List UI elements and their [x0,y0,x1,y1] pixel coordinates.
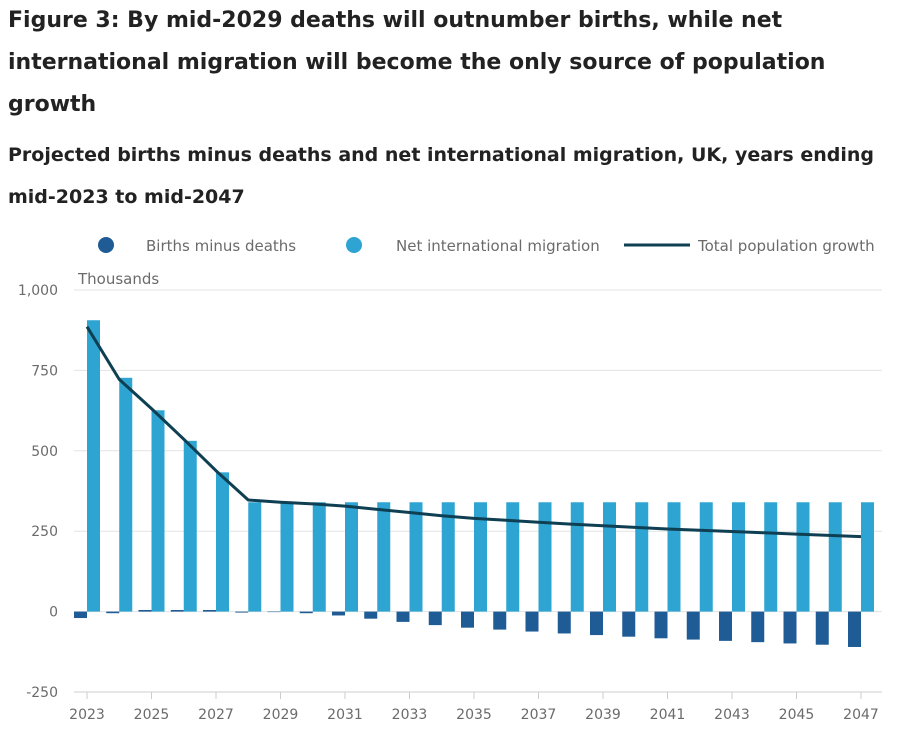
bar-births-minus-deaths-2044 [751,611,765,643]
bar-net-international-migration-2039 [603,502,616,612]
bar-net-international-migration-2023 [87,320,100,612]
bar-births-minus-deaths-2041 [654,611,668,639]
bar-births-minus-deaths-2025 [138,609,152,612]
bar-net-international-migration-2024 [119,377,133,612]
bar-net-international-migration-2042 [699,502,713,612]
x-tick-label: 2033 [392,707,428,723]
y-tick-label: 250 [31,524,58,540]
bar-births-minus-deaths-2032 [364,611,378,619]
bar-births-minus-deaths-2034 [428,611,442,626]
bar-births-minus-deaths-2026 [170,609,184,612]
bar-net-international-migration-2035 [474,502,487,612]
bar-births-minus-deaths-2033 [396,611,410,622]
bar-births-minus-deaths-2028 [235,611,249,613]
bar-net-international-migration-2029 [280,502,294,612]
y-tick-label: -250 [26,685,58,701]
bar-births-minus-deaths-2023 [74,611,87,619]
bar-births-minus-deaths-2029 [267,611,281,613]
line-total-population-growth [85,325,862,539]
legend-label-total-population-growth: Total population growth [697,237,875,255]
bar-net-international-migration-2037 [538,502,552,612]
bar-net-international-migration-2047 [861,502,874,612]
bar-births-minus-deaths-2024 [106,611,120,614]
x-tick-label: 2023 [69,707,105,723]
bar-births-minus-deaths-2030 [299,611,313,614]
y-tick-label: 750 [31,363,58,379]
bar-net-international-migration-2031 [345,502,358,612]
bar-net-international-migration-2043 [732,502,745,612]
chart-subtitle: Projected births minus deaths and net in… [8,144,874,208]
x-tick-label: 2035 [456,707,492,723]
x-tick-label: 2045 [779,707,815,723]
x-tick-label: 2039 [585,707,621,723]
x-tick-label: 2031 [327,707,363,723]
y-tick-label: 1,000 [18,283,58,299]
x-tick-label: 2043 [714,707,750,723]
bar-net-international-migration-2044 [764,502,778,612]
x-tick-label: 2037 [521,707,557,723]
bar-net-international-migration-2030 [312,502,326,612]
bar-net-international-migration-2036 [506,502,520,612]
y-tick-label: 500 [31,444,58,460]
bar-net-international-migration-2045 [796,502,810,612]
bar-births-minus-deaths-2047 [848,611,861,647]
bar-births-minus-deaths-2035 [461,611,474,628]
bar-net-international-migration-2041 [667,502,681,612]
y-tick-label: 0 [49,605,58,621]
bar-net-international-migration-2027 [216,472,229,612]
legend-label-births-minus-deaths: Births minus deaths [146,237,296,255]
x-tick-label: 2025 [134,707,170,723]
bar-net-international-migration-2034 [441,502,455,612]
legend: Births minus deaths Net international mi… [98,237,875,255]
bar-net-international-migration-2028 [248,502,262,612]
legend-swatch-net-international-migration [346,237,362,253]
legend-swatch-births-minus-deaths [98,237,114,253]
bars [74,320,874,647]
bar-births-minus-deaths-2046 [815,611,829,645]
bar-births-minus-deaths-2043 [719,611,732,641]
bar-net-international-migration-2033 [409,502,423,612]
bar-births-minus-deaths-2040 [622,611,636,637]
bar-births-minus-deaths-2036 [493,611,507,630]
bar-net-international-migration-2040 [635,502,649,612]
bar-net-international-migration-2032 [377,502,391,612]
x-tick-label: 2029 [263,707,299,723]
bar-births-minus-deaths-2031 [332,611,345,616]
bar-net-international-migration-2026 [183,440,197,612]
bar-births-minus-deaths-2037 [525,611,539,632]
line-layer [85,325,862,539]
axes: -250 0 250 500 750 1,000 2023 2025 2027 2029 2031 2… [18,283,882,723]
x-tick-label: 2027 [198,707,234,723]
legend-label-net-international-migration: Net international migration [396,237,600,255]
bar-net-international-migration-2038 [570,502,584,612]
bar-net-international-migration-2025 [151,410,165,612]
bar-births-minus-deaths-2039 [590,611,603,636]
bar-net-international-migration-2046 [828,502,842,612]
bar-births-minus-deaths-2027 [203,609,216,612]
x-tick-label: 2041 [650,707,686,723]
x-tick-label: 2047 [843,707,879,723]
chart-title: Figure 3: By mid-2029 deaths will outnum… [8,8,826,117]
bar-births-minus-deaths-2042 [686,611,700,640]
bar-births-minus-deaths-2045 [783,611,797,644]
bar-births-minus-deaths-2038 [557,611,571,634]
y-axis-unit-label: Thousands [77,270,159,288]
